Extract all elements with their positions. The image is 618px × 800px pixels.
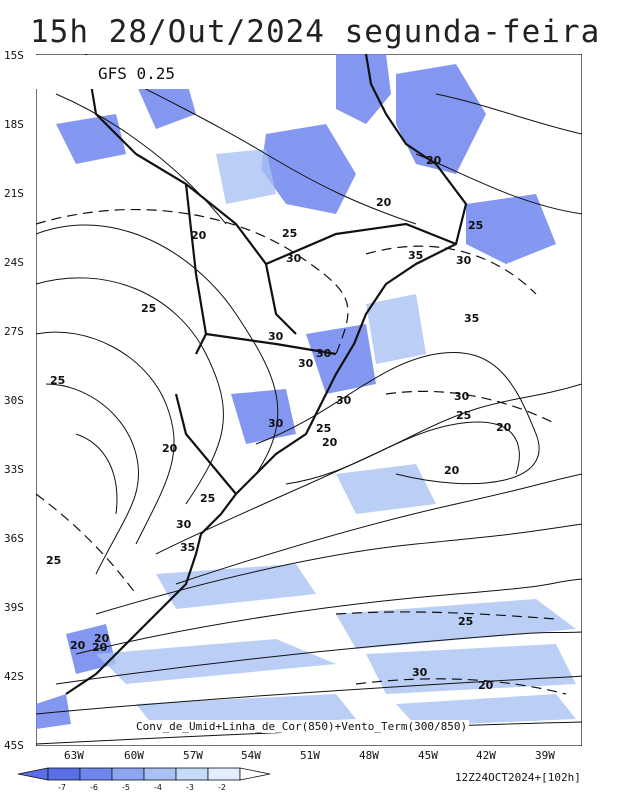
contour-label: 20 bbox=[162, 442, 178, 455]
contour-label: 20 bbox=[376, 196, 392, 209]
contour-label: 20 bbox=[478, 679, 494, 692]
lat-label: 36S bbox=[4, 532, 24, 545]
contour-label: 25 bbox=[458, 615, 473, 628]
contour-label: 20 bbox=[444, 464, 460, 477]
lat-label: 45S bbox=[4, 739, 24, 752]
contour-label: 25 bbox=[282, 227, 297, 240]
colorbar-tick: -7 bbox=[58, 783, 66, 792]
run-stamp: 12Z24OCT2024+[102h] bbox=[455, 771, 581, 784]
contour-label: 20 bbox=[496, 421, 512, 434]
lon-label: 42W bbox=[476, 749, 496, 762]
lat-label: 15S bbox=[4, 49, 24, 62]
contour-label: 25 bbox=[141, 302, 156, 315]
contour-label: 35 bbox=[180, 541, 195, 554]
lat-label: 42S bbox=[4, 670, 24, 683]
contour-label: 25 bbox=[50, 374, 65, 387]
lon-label: 60W bbox=[124, 749, 144, 762]
contour-label: 30 bbox=[456, 254, 472, 267]
lon-label: 48W bbox=[359, 749, 379, 762]
contour-labels: 20 20 25 30 25 20 35 30 25 30 30 30 30 2… bbox=[46, 154, 512, 692]
lon-label: 54W bbox=[241, 749, 261, 762]
lat-label: 24S bbox=[4, 256, 24, 269]
contour-label: 30 bbox=[268, 417, 284, 430]
lat-label: 21S bbox=[4, 187, 24, 200]
contour-label: 30 bbox=[268, 330, 284, 343]
contour-label: 30 bbox=[412, 666, 428, 679]
lat-label: 18S bbox=[4, 118, 24, 131]
lat-label: 33S bbox=[4, 463, 24, 476]
contour-label: 25 bbox=[456, 409, 471, 422]
lon-label: 39W bbox=[535, 749, 555, 762]
colorbar-tick: -4 bbox=[154, 783, 162, 792]
contour-label: 35 bbox=[408, 249, 423, 262]
lat-label: 27S bbox=[4, 325, 24, 338]
contour-label: 30 bbox=[298, 357, 314, 370]
contour-label: 25 bbox=[468, 219, 483, 232]
colorbar: -7 -6 -5 -4 -3 -2 bbox=[18, 767, 271, 792]
contour-label: 20 bbox=[70, 639, 86, 652]
contour-label: 25 bbox=[46, 554, 61, 567]
lon-label: 63W bbox=[64, 749, 84, 762]
contour-label: 25 bbox=[316, 422, 331, 435]
lon-label: 51W bbox=[300, 749, 320, 762]
contour-label: 20 bbox=[92, 641, 108, 654]
contour-label: 25 bbox=[200, 492, 215, 505]
lat-label: 39S bbox=[4, 601, 24, 614]
colorbar-tick: -2 bbox=[218, 783, 226, 792]
contour-label: 20 bbox=[426, 154, 442, 167]
contour-label: 20 bbox=[191, 229, 207, 242]
contour-label: 30 bbox=[336, 394, 352, 407]
map-title: 15h 28/Out/2024 segunda-feira bbox=[30, 14, 601, 50]
colorbar-tick: -5 bbox=[122, 783, 130, 792]
contour-label: 30 bbox=[176, 518, 192, 531]
contour-label: 30 bbox=[286, 252, 302, 265]
coastline bbox=[65, 54, 468, 695]
contour-label: 30 bbox=[316, 347, 332, 360]
contour-label: 20 bbox=[322, 436, 338, 449]
map-panel: 20 20 25 30 25 20 35 30 25 30 30 30 30 2… bbox=[36, 54, 582, 746]
contour-label: 20 bbox=[94, 632, 110, 645]
colorbar-tick: -6 bbox=[90, 783, 98, 792]
lon-label: 57W bbox=[183, 749, 203, 762]
colorbar-tick: -3 bbox=[186, 783, 194, 792]
model-label: GFS 0.25 bbox=[98, 64, 176, 83]
model-label-box bbox=[36, 55, 256, 89]
lon-label: 45W bbox=[418, 749, 438, 762]
contour-label: 35 bbox=[464, 312, 479, 325]
convergence-shading-light bbox=[96, 149, 576, 729]
lat-label: 30S bbox=[4, 394, 24, 407]
contour-label: 30 bbox=[454, 390, 470, 403]
map-caption: Conv_de_Umid+Linha_de_Cor(850)+Vento_Ter… bbox=[134, 720, 470, 733]
isotachs bbox=[36, 209, 567, 695]
